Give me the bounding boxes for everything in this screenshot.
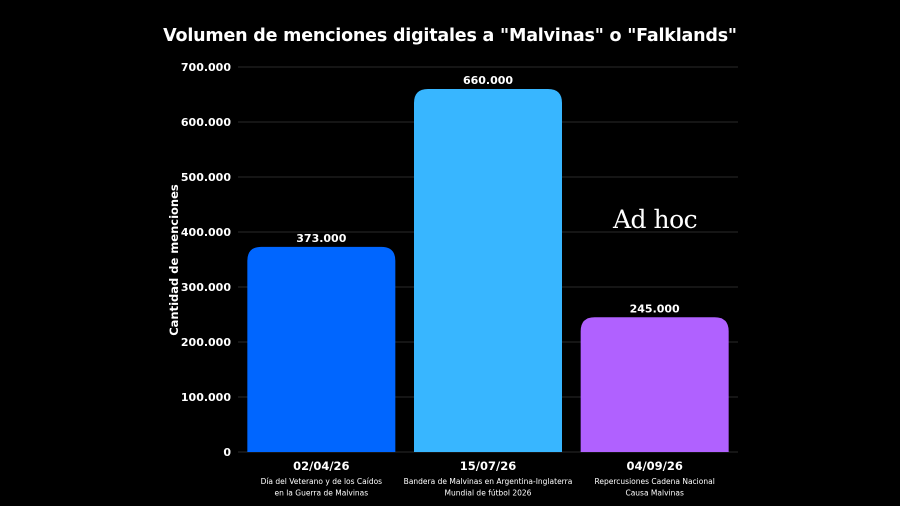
category-description: Mundial de fútbol 2026: [445, 489, 532, 498]
bar: [580, 317, 729, 452]
y-tick-label: 300.000: [181, 281, 231, 294]
y-tick-label: 100.000: [181, 391, 231, 404]
y-tick-label: 400.000: [181, 226, 231, 239]
category-description: Bandera de Malvinas en Argentina-Inglate…: [404, 477, 573, 486]
y-tick-label: 200.000: [181, 336, 231, 349]
category-description: Día del Veterano y de los Caídos: [261, 477, 383, 486]
y-tick-label: 0: [223, 446, 231, 459]
x-tick-label: 04/09/26: [626, 459, 682, 473]
category-description: Causa Malvinas: [625, 489, 683, 498]
bar-value-label: 373.000: [296, 232, 346, 245]
bar-value-label: 245.000: [630, 302, 680, 315]
bar: [247, 246, 396, 452]
y-tick-label: 600.000: [181, 116, 231, 129]
category-description: Repercusiones Cadena Nacional: [595, 477, 715, 486]
category-description: en la Guerra de Malvinas: [274, 489, 368, 498]
bar-value-label: 660.000: [463, 74, 513, 87]
y-tick-label: 700.000: [181, 61, 231, 74]
x-tick-label: 15/07/26: [460, 459, 516, 473]
chart-title: Volumen de menciones digitales a "Malvin…: [163, 26, 737, 46]
ad-hoc-logo: Ad hoc: [613, 205, 698, 234]
bar: [414, 89, 562, 452]
x-tick-label: 02/04/26: [293, 459, 349, 473]
y-tick-label: 500.000: [181, 171, 231, 184]
